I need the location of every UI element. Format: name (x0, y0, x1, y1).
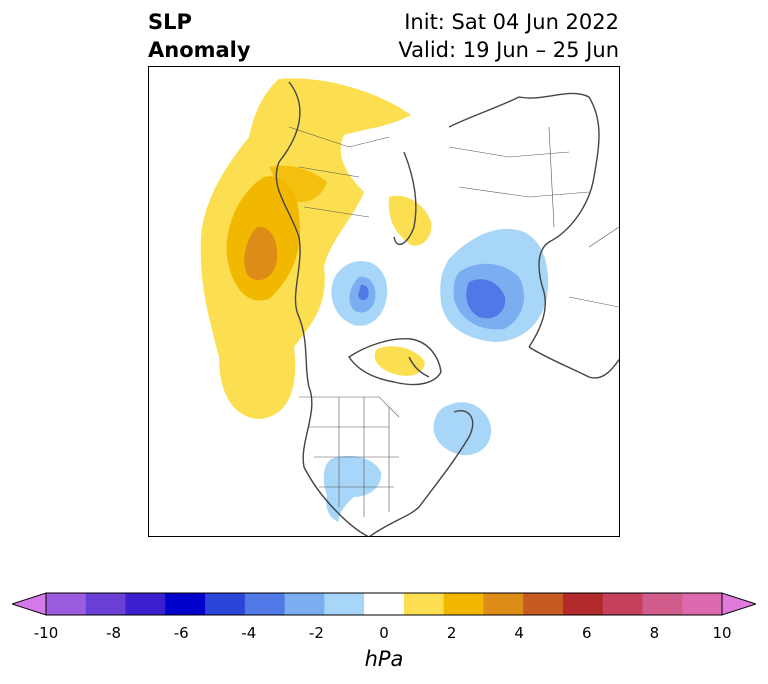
colorbar-segment (443, 593, 484, 615)
colorbar-tick-label: 4 (514, 624, 524, 642)
colorbar-extend-min (10, 592, 47, 616)
colorbar-tick-label: -4 (241, 624, 257, 642)
colorbar-tick-label: -8 (106, 624, 122, 642)
colorbar-extend-max (721, 592, 758, 616)
title-line-1: SLP (148, 10, 192, 34)
negative-anomaly-greenland (331, 261, 388, 326)
colorbar-outline (45, 592, 723, 616)
colorbar-tick-label: 6 (582, 624, 592, 642)
colorbar-segment (682, 593, 723, 615)
colorbar-segment (483, 593, 524, 615)
colorbar-unit-label: hPa (364, 647, 404, 671)
colorbar-segment (205, 593, 246, 615)
colorbar-segment (85, 593, 127, 615)
positive-anomaly-east-pacific-alaska (200, 78, 411, 419)
colorbar-segment (46, 593, 87, 615)
map-panel (148, 66, 620, 537)
colorbar-segment (403, 593, 445, 615)
colorbar-segment (244, 593, 286, 615)
negative-anomaly-central-us (323, 455, 382, 522)
positive-anomaly-scandinavia (388, 195, 432, 246)
valid-range: Valid: 19 Jun – 25 Jun (398, 38, 619, 62)
colorbar-segment (284, 593, 325, 615)
colorbar-scale (10, 592, 758, 616)
colorbar-tick-label: 8 (649, 624, 660, 642)
colorbar-segment (642, 593, 683, 615)
colorbar-tick-label: -10 (33, 624, 59, 642)
colorbar-tick-label: 0 (379, 624, 389, 642)
positive-anomaly-hudson-bay (374, 346, 425, 376)
negative-anomaly-siberia (440, 228, 549, 342)
map-dates: Init: Sat 04 Jun 2022 Valid: 19 Jun – 25… (398, 8, 619, 64)
colorbar-tick-label: 10 (712, 624, 732, 642)
colorbar (10, 592, 758, 622)
colorbar-segment (165, 593, 206, 615)
negative-anomaly-north-atlantic (433, 402, 492, 456)
colorbar-segment (523, 593, 564, 615)
colorbar-tick-label: -6 (173, 624, 189, 642)
colorbar-segment (602, 593, 643, 615)
borders (288, 126, 619, 517)
init-date: Init: Sat 04 Jun 2022 (404, 10, 619, 34)
colorbar-segment (364, 593, 405, 615)
colorbar-tick-label: 2 (446, 624, 457, 642)
title-line-2: Anomaly (148, 38, 251, 62)
colorbar-segment (324, 593, 365, 615)
colorbar-tick-label: -2 (308, 624, 324, 642)
colorbar-segment (562, 593, 604, 615)
colorbar-segment (125, 593, 166, 615)
anomaly-map (200, 78, 619, 536)
coastlines (275, 81, 619, 536)
map-title: SLP Anomaly (148, 8, 251, 64)
